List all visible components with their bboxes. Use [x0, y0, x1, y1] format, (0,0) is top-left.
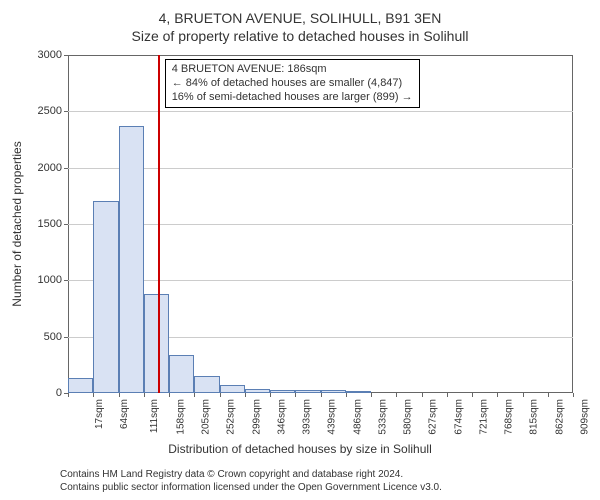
- xtick-label: 580sqm: [403, 399, 414, 435]
- histogram-bar: [68, 378, 93, 393]
- xtick-label: 815sqm: [529, 399, 540, 435]
- xtick-label: 909sqm: [579, 399, 590, 435]
- xtick-label: 721sqm: [478, 399, 489, 435]
- xtick-mark: [194, 393, 195, 397]
- ytick-label: 500: [44, 331, 62, 343]
- xtick-label: 393sqm: [302, 399, 313, 435]
- histogram-bar: [321, 390, 346, 393]
- y-axis-label: Number of detached properties: [10, 141, 24, 306]
- xtick-label: 674sqm: [453, 399, 464, 435]
- xtick-mark: [220, 393, 221, 397]
- xtick-mark: [422, 393, 423, 397]
- xtick-mark: [472, 393, 473, 397]
- xtick-label: 768sqm: [504, 399, 515, 435]
- histogram-bar: [270, 390, 295, 393]
- xtick-mark: [573, 393, 574, 397]
- gridline: [68, 111, 573, 112]
- xtick-mark: [295, 393, 296, 397]
- xtick-label: 627sqm: [428, 399, 439, 435]
- histogram-bar: [169, 355, 194, 393]
- ytick-mark: [64, 337, 68, 338]
- xtick-mark: [346, 393, 347, 397]
- xtick-mark: [396, 393, 397, 397]
- annotation-box: 4 BRUETON AVENUE: 186sqm← 84% of detache…: [165, 59, 420, 108]
- histogram-bar: [295, 390, 320, 393]
- histogram-bar: [194, 376, 219, 393]
- xtick-label: 205sqm: [201, 399, 212, 435]
- xtick-label: 862sqm: [554, 399, 565, 435]
- chart-title-main: 4, BRUETON AVENUE, SOLIHULL, B91 3EN: [0, 10, 600, 26]
- histogram-bar: [119, 126, 144, 393]
- xtick-mark: [119, 393, 120, 397]
- ytick-label: 1000: [38, 274, 62, 286]
- xtick-label: 346sqm: [276, 399, 287, 435]
- xtick-label: 533sqm: [377, 399, 388, 435]
- xtick-mark: [371, 393, 372, 397]
- gridline: [68, 280, 573, 281]
- ytick-label: 1500: [38, 218, 62, 230]
- attribution-text: Contains HM Land Registry data © Crown c…: [60, 468, 442, 494]
- xtick-mark: [93, 393, 94, 397]
- xtick-mark: [523, 393, 524, 397]
- ytick-mark: [64, 111, 68, 112]
- xtick-label: 17sqm: [94, 399, 105, 429]
- xtick-label: 158sqm: [175, 399, 186, 435]
- ytick-mark: [64, 280, 68, 281]
- histogram-bar: [245, 389, 270, 394]
- chart-container: 4, BRUETON AVENUE, SOLIHULL, B91 3EN Siz…: [0, 0, 600, 500]
- xtick-mark: [548, 393, 549, 397]
- xtick-mark: [169, 393, 170, 397]
- ytick-label: 3000: [38, 49, 62, 61]
- histogram-bar: [346, 391, 371, 393]
- xtick-label: 299sqm: [251, 399, 262, 435]
- plot-area: 05001000150020002500300017sqm64sqm111sqm…: [68, 55, 573, 393]
- ytick-label: 2500: [38, 105, 62, 117]
- property-marker-line: [158, 55, 160, 393]
- histogram-bar: [93, 201, 118, 393]
- xtick-label: 439sqm: [327, 399, 338, 435]
- ytick-label: 0: [56, 387, 62, 399]
- xtick-mark: [270, 393, 271, 397]
- gridline: [68, 168, 573, 169]
- ytick-mark: [64, 168, 68, 169]
- xtick-mark: [321, 393, 322, 397]
- xtick-label: 252sqm: [226, 399, 237, 435]
- xtick-label: 486sqm: [352, 399, 363, 435]
- xtick-mark: [68, 393, 69, 397]
- annotation-line: 16% of semi-detached houses are larger (…: [172, 91, 413, 105]
- xtick-label: 64sqm: [119, 399, 130, 429]
- annotation-line: 4 BRUETON AVENUE: 186sqm: [172, 63, 413, 77]
- annotation-line: ← 84% of detached houses are smaller (4,…: [172, 77, 413, 91]
- ytick-mark: [64, 55, 68, 56]
- ytick-label: 2000: [38, 162, 62, 174]
- xtick-mark: [144, 393, 145, 397]
- xtick-mark: [497, 393, 498, 397]
- x-axis-label: Distribution of detached houses by size …: [0, 442, 600, 456]
- xtick-mark: [245, 393, 246, 397]
- gridline: [68, 224, 573, 225]
- histogram-bar: [144, 294, 169, 393]
- xtick-mark: [447, 393, 448, 397]
- chart-title-sub: Size of property relative to detached ho…: [0, 28, 600, 44]
- xtick-label: 111sqm: [149, 399, 160, 433]
- attribution-line-1: Contains HM Land Registry data © Crown c…: [60, 468, 442, 481]
- ytick-mark: [64, 224, 68, 225]
- attribution-line-2: Contains public sector information licen…: [60, 481, 442, 494]
- histogram-bar: [220, 385, 245, 393]
